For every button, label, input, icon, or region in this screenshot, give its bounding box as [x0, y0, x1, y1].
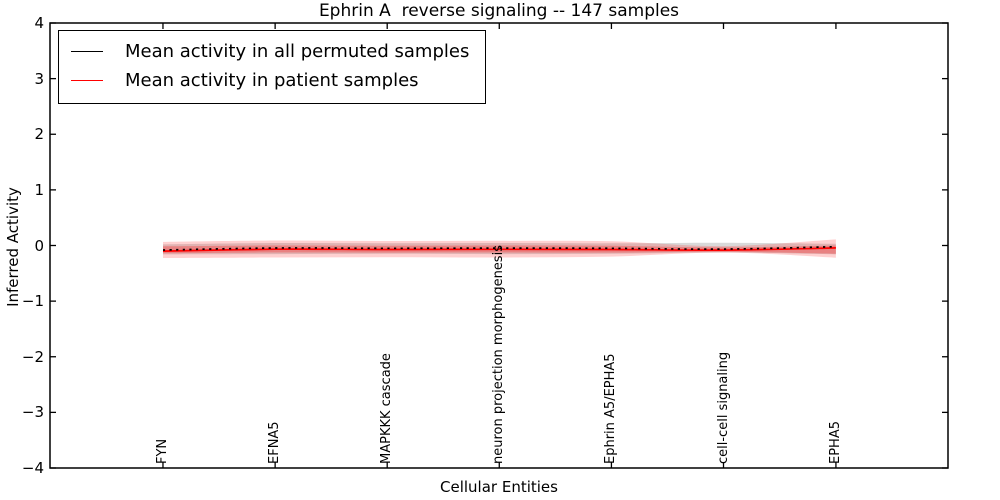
y-tick-label: 2	[34, 125, 44, 144]
x-tick-label: cell-cell signaling	[715, 351, 731, 464]
chart-title: Ephrin A reverse signaling -- 147 sample…	[318, 1, 680, 21]
y-tick-label: −2	[21, 347, 44, 366]
x-tick-label: MAPKKK cascade	[379, 353, 395, 464]
y-tick-label: 1	[34, 180, 44, 199]
legend-entry-patient: Mean activity in patient samples	[71, 66, 469, 95]
x-axis-label: Cellular Entities	[440, 478, 558, 496]
y-tick-label: −3	[21, 403, 44, 422]
y-tick-label: −4	[21, 459, 44, 477]
y-tick-label: 4	[34, 14, 44, 32]
legend-label-permuted: Mean activity in all permuted samples	[125, 41, 470, 62]
x-tick-label: FYN	[154, 438, 170, 464]
permuted-line-swatch	[71, 51, 103, 52]
x-tick-label: Ephrin A5/EPHA5	[603, 353, 619, 464]
x-tick-label: neuron projection morphogenesis	[491, 245, 507, 464]
legend: Mean activity in all permuted samples Me…	[58, 30, 487, 104]
legend-label-patient: Mean activity in patient samples	[125, 70, 419, 91]
legend-entry-permuted: Mean activity in all permuted samples	[71, 37, 469, 66]
x-tick-label: EPHA5	[827, 421, 843, 464]
y-tick-label: 3	[34, 69, 44, 88]
y-tick-label: 0	[34, 236, 44, 255]
y-tick-label: −1	[21, 292, 44, 311]
patient-line-swatch	[71, 80, 103, 81]
patient-mean-line	[162, 247, 836, 252]
x-tick-label: EFNA5	[267, 421, 283, 464]
